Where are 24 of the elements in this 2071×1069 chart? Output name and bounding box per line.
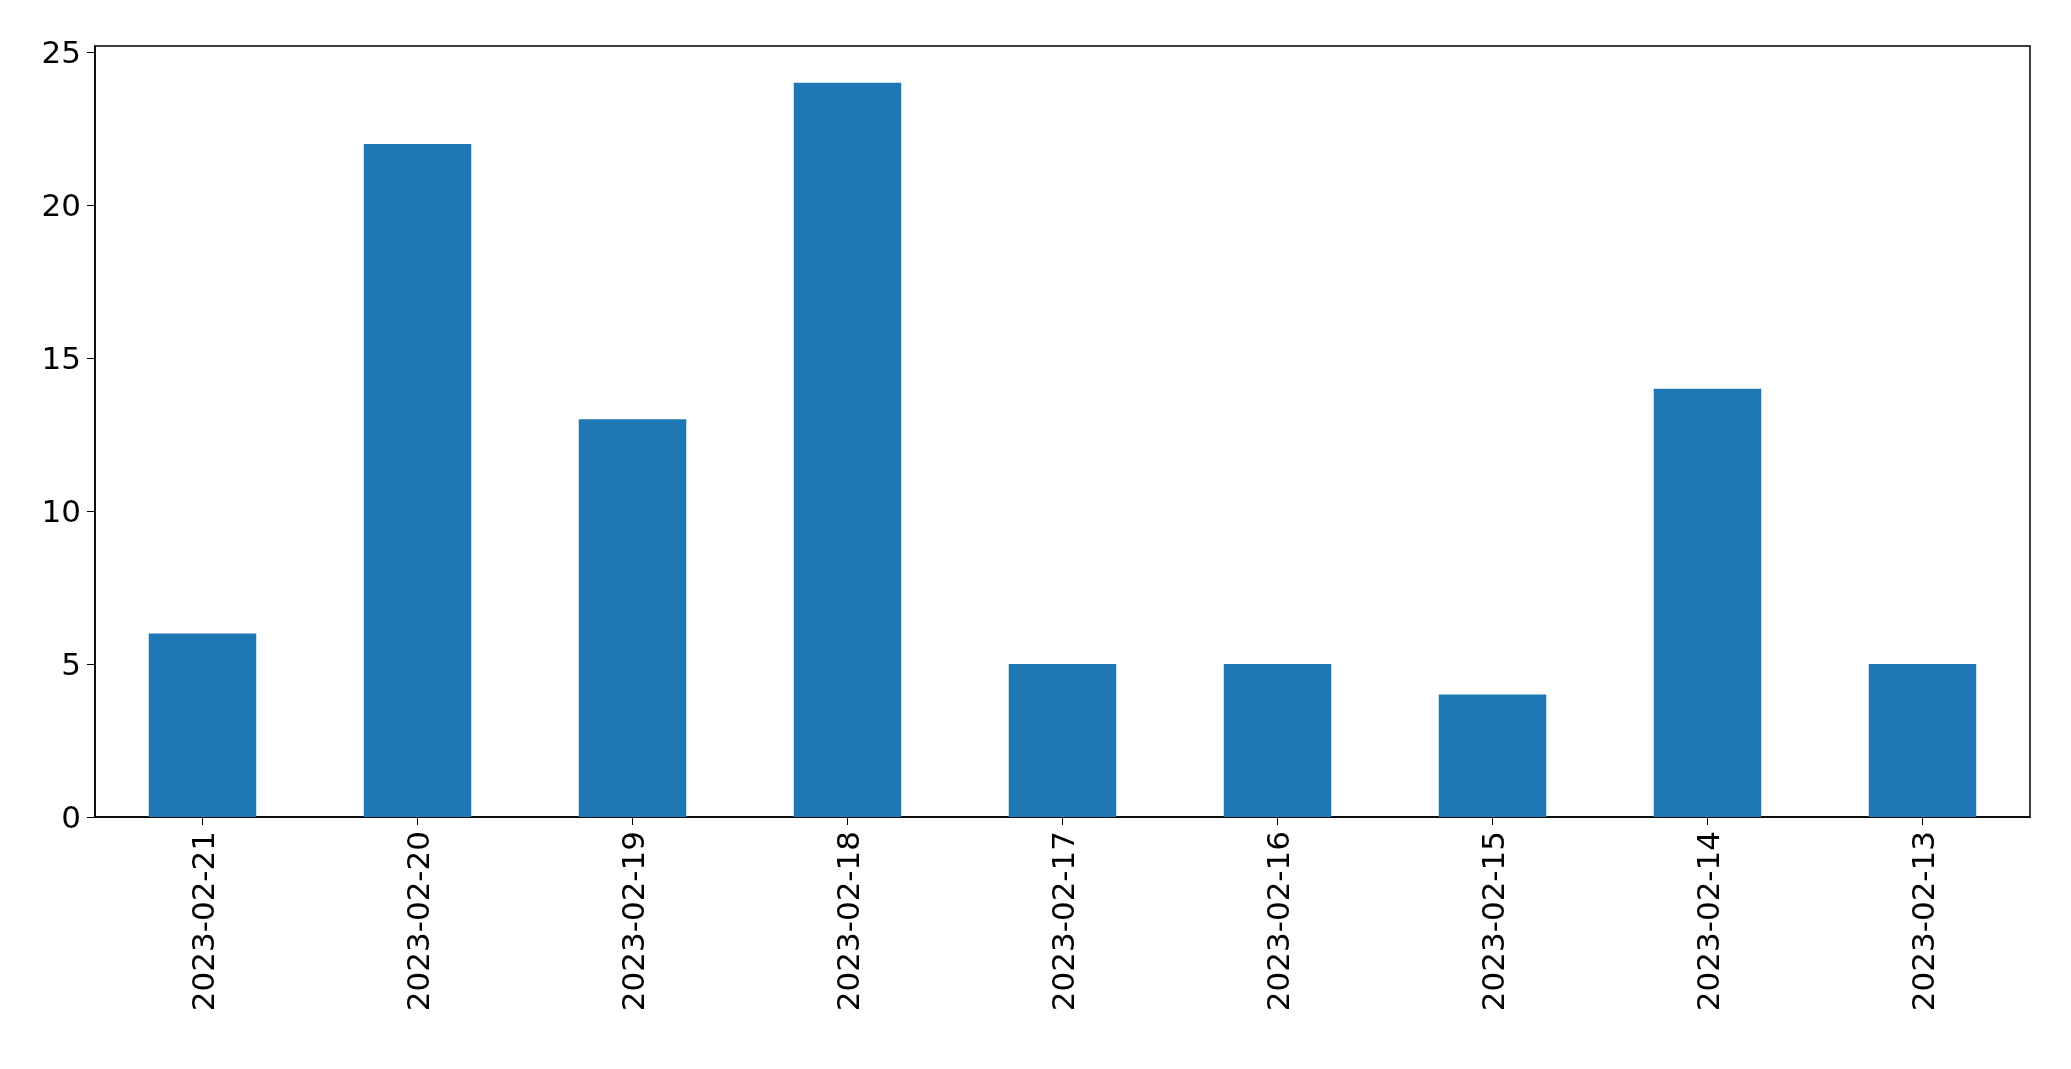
y-tick-label: 25 xyxy=(41,34,81,71)
y-tick-label: 0 xyxy=(61,799,81,835)
bar xyxy=(578,419,687,817)
bar xyxy=(148,633,257,817)
x-tick-label: 2023-02-14 xyxy=(1689,831,1726,1012)
bar xyxy=(793,82,902,817)
x-tick-label: 2023-02-18 xyxy=(829,831,866,1012)
x-tick-label: 2023-02-15 xyxy=(1474,831,1511,1012)
bar xyxy=(1868,664,1977,817)
bar xyxy=(1008,664,1117,817)
bar xyxy=(1223,664,1332,817)
x-tick-label: 2023-02-21 xyxy=(184,831,221,1012)
x-tick-label: 2023-02-17 xyxy=(1044,831,1081,1012)
bar xyxy=(363,143,472,817)
x-tick-label: 2023-02-16 xyxy=(1259,831,1296,1012)
y-tick-label: 15 xyxy=(41,340,81,377)
y-tick-label: 20 xyxy=(41,187,81,224)
x-tick-label: 2023-02-13 xyxy=(1904,831,1941,1012)
x-tick-label: 2023-02-20 xyxy=(399,831,436,1012)
x-tick-label: 2023-02-19 xyxy=(614,831,651,1012)
y-tick-label: 5 xyxy=(61,646,81,683)
bar xyxy=(1438,694,1547,817)
bar xyxy=(1653,388,1762,817)
y-tick-label: 10 xyxy=(41,493,81,530)
